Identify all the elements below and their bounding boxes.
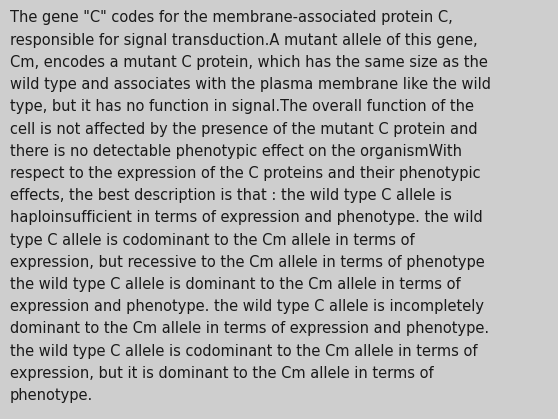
Text: expression, but it is dominant to the Cm allele in terms of: expression, but it is dominant to the Cm… (10, 366, 434, 381)
Text: effects, the best description is that : the wild type C allele is: effects, the best description is that : … (10, 188, 452, 203)
Text: respect to the expression of the C proteins and their phenotypic: respect to the expression of the C prote… (10, 166, 480, 181)
Text: haploinsufficient in terms of expression and phenotype. the wild: haploinsufficient in terms of expression… (10, 210, 483, 225)
Text: expression, but recessive to the Cm allele in terms of phenotype: expression, but recessive to the Cm alle… (10, 255, 485, 270)
Text: type C allele is codominant to the Cm allele in terms of: type C allele is codominant to the Cm al… (10, 233, 415, 248)
Text: wild type and associates with the plasma membrane like the wild: wild type and associates with the plasma… (10, 77, 491, 92)
Text: expression and phenotype. the wild type C allele is incompletely: expression and phenotype. the wild type … (10, 299, 484, 314)
Text: type, but it has no function in signal.The overall function of the: type, but it has no function in signal.T… (10, 99, 474, 114)
Text: the wild type C allele is dominant to the Cm allele in terms of: the wild type C allele is dominant to th… (10, 277, 461, 292)
Text: Cm, encodes a mutant C protein, which has the same size as the: Cm, encodes a mutant C protein, which ha… (10, 55, 488, 70)
Text: phenotype.: phenotype. (10, 388, 93, 403)
Text: dominant to the Cm allele in terms of expression and phenotype.: dominant to the Cm allele in terms of ex… (10, 321, 489, 336)
Text: The gene "C" codes for the membrane-associated protein C,: The gene "C" codes for the membrane-asso… (10, 10, 453, 26)
Text: the wild type C allele is codominant to the Cm allele in terms of: the wild type C allele is codominant to … (10, 344, 478, 359)
Text: cell is not affected by the presence of the mutant C protein and: cell is not affected by the presence of … (10, 122, 478, 137)
Text: there is no detectable phenotypic effect on the organismWith: there is no detectable phenotypic effect… (10, 144, 462, 159)
Text: responsible for signal transduction.A mutant allele of this gene,: responsible for signal transduction.A mu… (10, 33, 478, 48)
